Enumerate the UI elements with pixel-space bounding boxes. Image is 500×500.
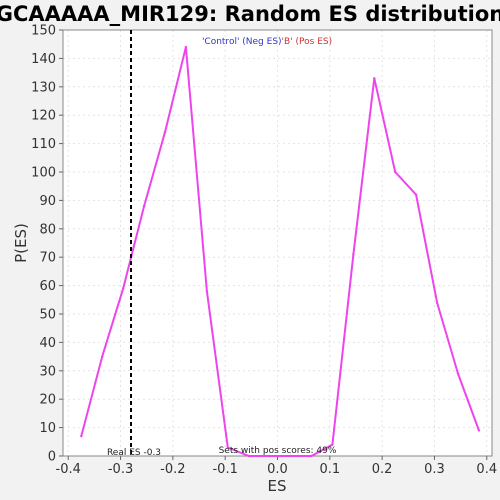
x-tick-label: 0.3 <box>424 462 445 477</box>
y-tick-label: 10 <box>39 421 56 436</box>
y-tick-label: 120 <box>31 109 56 124</box>
y-tick-label: 90 <box>39 194 56 209</box>
grid-lines <box>63 29 492 457</box>
data-point <box>394 170 397 174</box>
axes: 0 10 20 30 40 50 60 70 80 90 100 110 120 130 140 150 -0.… <box>31 24 497 478</box>
pos-scores-label: Sets with pos scores: 49% <box>219 446 337 456</box>
y-tick-label: 80 <box>39 222 56 237</box>
y-tick-label: 30 <box>39 364 56 379</box>
data-point <box>184 45 188 49</box>
y-axis-title: P(ES) <box>12 223 30 263</box>
data-point <box>331 443 334 446</box>
x-tick-label: -0.2 <box>160 462 185 477</box>
data-point <box>226 446 229 449</box>
y-tick-label: 50 <box>39 308 56 323</box>
legend: 'Control' (Neg ES)'B' (Pos ES) <box>202 37 332 47</box>
data-point <box>414 193 418 196</box>
y-tick-label: 60 <box>39 279 56 294</box>
series-layer <box>80 45 481 458</box>
real-es-label: Real ES -0.3 <box>107 448 161 458</box>
x-tick-label: -0.4 <box>56 462 81 477</box>
legend-item-control: 'Control' (Neg ES) <box>202 37 282 47</box>
es-distribution-line <box>80 46 480 457</box>
x-tick-label: 0.4 <box>476 462 497 477</box>
annotations: Real ES -0.3 Sets with pos scores: 49% 'Co… <box>107 30 337 458</box>
y-tick-label: 110 <box>31 137 56 152</box>
data-point <box>352 253 355 256</box>
data-point <box>289 454 292 458</box>
y-tick-label: 40 <box>39 336 56 351</box>
y-tick-label: 20 <box>39 393 56 408</box>
y-tick-label: 130 <box>31 80 56 95</box>
data-point <box>268 454 271 458</box>
data-point <box>477 429 481 432</box>
chart-title: GCAAAAA_MIR129: Random ES distribution <box>0 2 500 26</box>
data-point <box>456 372 460 375</box>
x-tick-label: -0.1 <box>212 462 237 477</box>
y-tick-label: 70 <box>39 251 56 266</box>
y-tick-label: 0 <box>48 450 56 465</box>
x-tick-label: 0.0 <box>267 462 288 477</box>
data-point <box>310 454 313 458</box>
data-point <box>435 301 439 304</box>
y-tick-label: 100 <box>31 166 56 181</box>
y-tick-label: 150 <box>31 24 56 39</box>
data-point <box>121 287 125 290</box>
data-point <box>142 204 146 208</box>
plot-area <box>63 30 492 456</box>
data-point <box>101 355 104 358</box>
y-tick-label: 140 <box>31 52 56 67</box>
x-tick-label: 0.1 <box>319 462 340 477</box>
legend-item-b: 'B' (Pos ES) <box>282 37 333 47</box>
x-tick-label: -0.3 <box>108 462 133 477</box>
data-point <box>205 290 209 293</box>
data-point <box>163 131 167 134</box>
data-point <box>247 454 250 458</box>
x-tick-label: 0.2 <box>372 462 393 477</box>
data-point <box>373 77 376 80</box>
x-axis-title: ES <box>268 477 287 495</box>
data-point <box>80 434 83 438</box>
